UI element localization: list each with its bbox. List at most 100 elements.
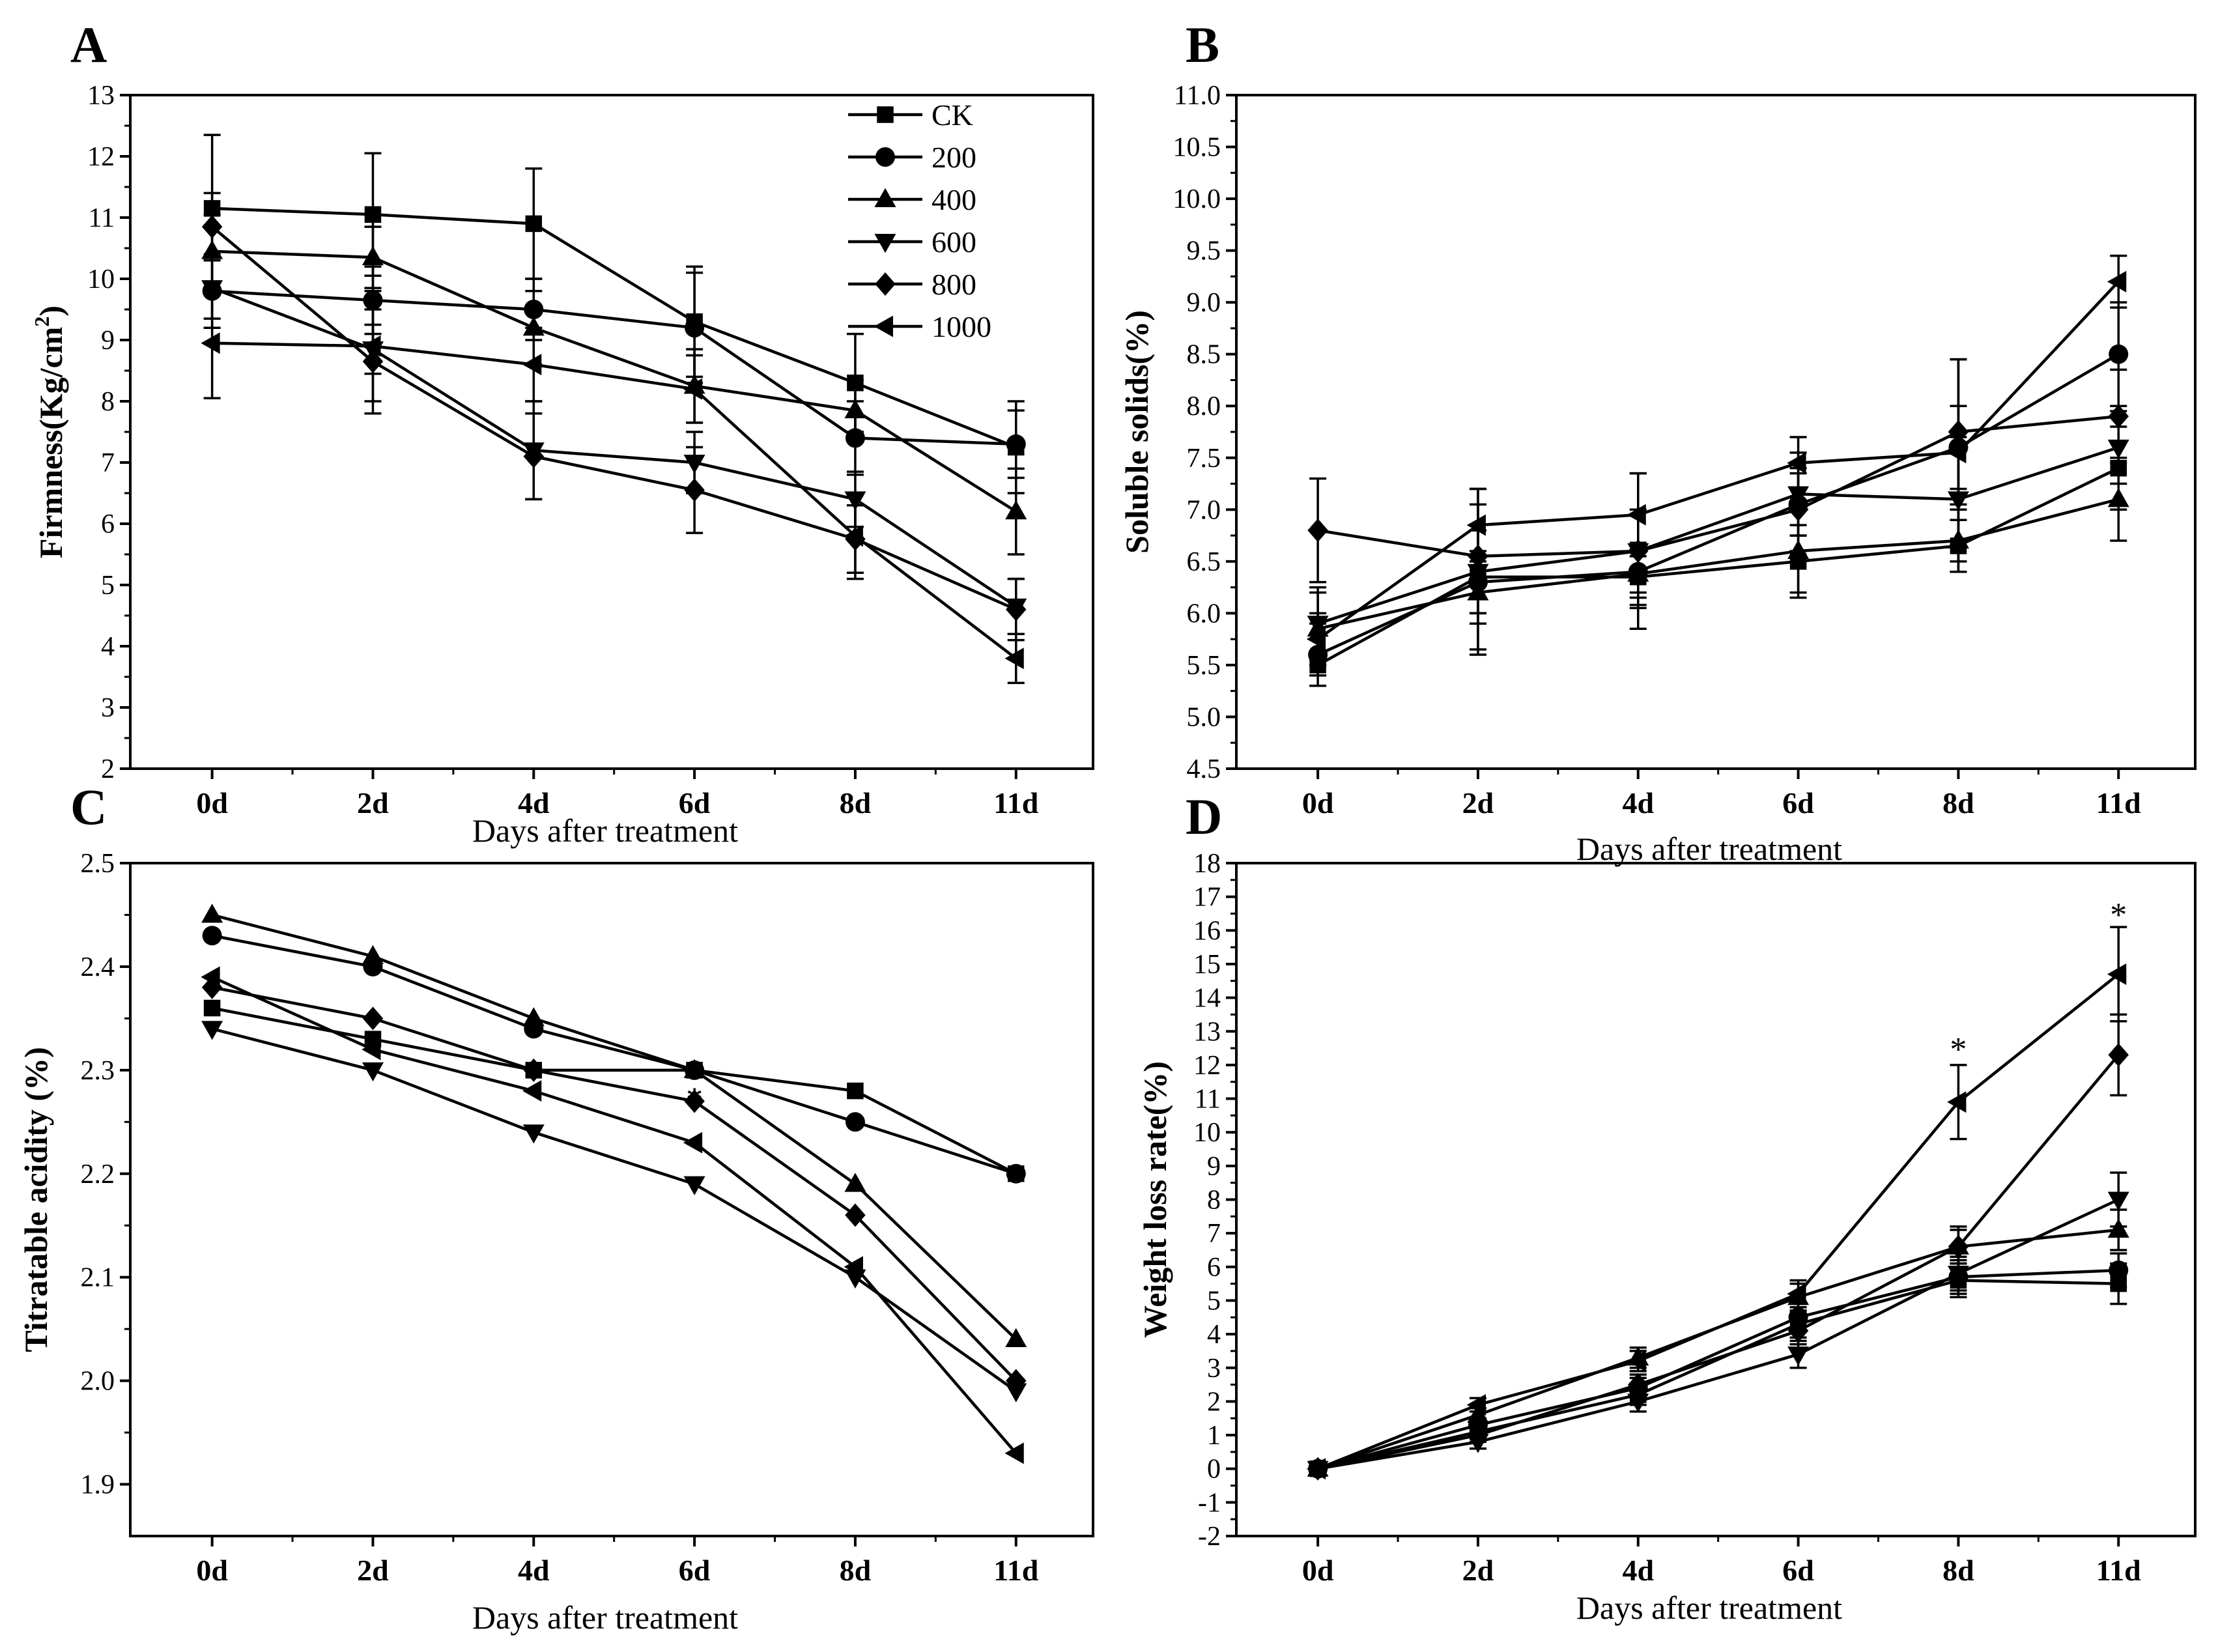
x-tick-label: 4d xyxy=(518,786,550,819)
data-point xyxy=(1787,498,1809,522)
x-tick-label: 0d xyxy=(196,1554,228,1587)
y-tick-label: 9.0 xyxy=(1187,288,1221,318)
y-tick-label: 5.0 xyxy=(1187,702,1221,732)
series-1000 xyxy=(201,966,1024,1464)
y-tick-label: 0 xyxy=(1207,1455,1221,1485)
data-point xyxy=(844,1256,863,1278)
data-point xyxy=(525,215,543,233)
y-tick-label: 3 xyxy=(101,693,115,723)
data-point xyxy=(2107,1191,2129,1211)
data-point xyxy=(203,999,221,1017)
x-tick-label: 11d xyxy=(993,1554,1038,1587)
x-tick-label: 11d xyxy=(2096,786,2141,819)
series-1000 xyxy=(1306,254,2127,666)
data-point xyxy=(683,378,703,400)
panel-a: A 2 3 4 5 6 7 8 9 10 11 12 13 0d 2d 4d 6d 8d 11d Days after… xyxy=(30,16,1094,849)
y-tick-label: 5.5 xyxy=(1187,651,1221,681)
data-point xyxy=(1947,1091,1967,1113)
data-point xyxy=(844,1173,866,1192)
y-tick-label: 6 xyxy=(1207,1253,1221,1283)
data-point xyxy=(847,1082,864,1100)
legend-marker xyxy=(874,188,896,207)
legend-label: 1000 xyxy=(931,310,991,343)
series-line xyxy=(212,934,1017,1175)
data-point xyxy=(1787,1283,1806,1305)
x-tick-label: 11d xyxy=(993,786,1038,819)
series-800 xyxy=(201,975,1027,1393)
y-tick-label: 7 xyxy=(101,448,115,478)
data-point xyxy=(1307,519,1328,543)
y-tick-label: 6 xyxy=(101,509,115,539)
x-tick-label: 2d xyxy=(357,786,389,819)
data-point xyxy=(684,478,705,502)
data-point xyxy=(2108,405,2129,429)
series-line xyxy=(212,249,1017,513)
y-tick-label: 2.0 xyxy=(81,1367,115,1397)
y-tick-label: 13 xyxy=(1193,1017,1221,1047)
legend-label: 400 xyxy=(931,183,976,216)
data-point xyxy=(522,1007,545,1027)
data-point xyxy=(683,1059,705,1078)
y-tick-label: 2.3 xyxy=(81,1056,115,1086)
x-tick-label: 0d xyxy=(196,786,228,819)
series-line xyxy=(212,1027,1017,1393)
y-tick-label: 13 xyxy=(87,81,115,111)
data-point xyxy=(201,966,220,988)
y-tick-label: 10 xyxy=(87,264,115,294)
series-1000 xyxy=(201,287,1025,685)
data-point xyxy=(684,1089,705,1113)
series-line xyxy=(212,341,1017,660)
legend-label: 600 xyxy=(931,225,976,259)
series-600 xyxy=(1307,410,2129,661)
data-point xyxy=(1005,1328,1027,1348)
data-point xyxy=(522,1080,542,1102)
data-point xyxy=(1467,1403,1489,1423)
data-point xyxy=(845,1203,866,1227)
y-axis-title: Firmness(Kg/cm2) xyxy=(30,306,69,558)
data-point xyxy=(1006,597,1027,621)
data-point xyxy=(2107,270,2127,292)
y-tick-label: 11 xyxy=(89,203,115,233)
series-CK xyxy=(203,999,1025,1182)
series-800 xyxy=(1307,1013,2129,1481)
y-tick-label: 3 xyxy=(1207,1354,1221,1384)
data-point xyxy=(2108,1043,2129,1067)
data-point xyxy=(522,1124,545,1144)
y-tick-label: 16 xyxy=(1193,916,1221,946)
y-tick-label: 5 xyxy=(101,571,115,601)
significance-star: * xyxy=(2110,897,2127,934)
legend-marker xyxy=(877,106,894,123)
y-tick-label: 2 xyxy=(101,754,115,784)
x-axis-title: Days after treatment xyxy=(1576,1589,1842,1626)
x-axis-title: Days after treatment xyxy=(472,812,738,849)
data-point xyxy=(1466,514,1486,536)
data-point xyxy=(1006,1369,1027,1393)
legend-marker xyxy=(875,272,896,296)
y-tick-label: 10.5 xyxy=(1173,133,1221,163)
series-line xyxy=(1317,352,2120,657)
legend-marker xyxy=(874,234,896,253)
data-point xyxy=(523,444,545,468)
series-200 xyxy=(202,926,1026,1184)
x-tick-label: 8d xyxy=(1942,1554,1974,1587)
series-200 xyxy=(1308,301,2129,687)
data-point xyxy=(1947,1266,1969,1285)
y-tick-label: 4 xyxy=(1207,1320,1221,1350)
series-600 xyxy=(201,256,1027,635)
data-point xyxy=(523,1058,545,1082)
series-line xyxy=(1316,280,2120,640)
y-tick-label: 7 xyxy=(1207,1219,1221,1249)
x-tick-label: 8d xyxy=(1942,786,1974,819)
series-line xyxy=(212,986,1017,1382)
series-line xyxy=(212,289,1016,446)
series-line xyxy=(1317,1228,2119,1470)
y-tick-label: 9.5 xyxy=(1187,236,1221,266)
data-point xyxy=(201,332,220,354)
y-tick-label: 5 xyxy=(1207,1286,1221,1316)
significance-star: * xyxy=(686,1081,703,1118)
y-tick-label: 17 xyxy=(1193,883,1221,913)
y-tick-label: 9 xyxy=(1207,1152,1221,1182)
data-point xyxy=(364,206,382,223)
panel-b: B 4.5 5.0 5.5 6.0 6.5 7.0 7.5 8.0 8.5 9.0 9.5 10.0 10… xyxy=(1118,16,2197,867)
